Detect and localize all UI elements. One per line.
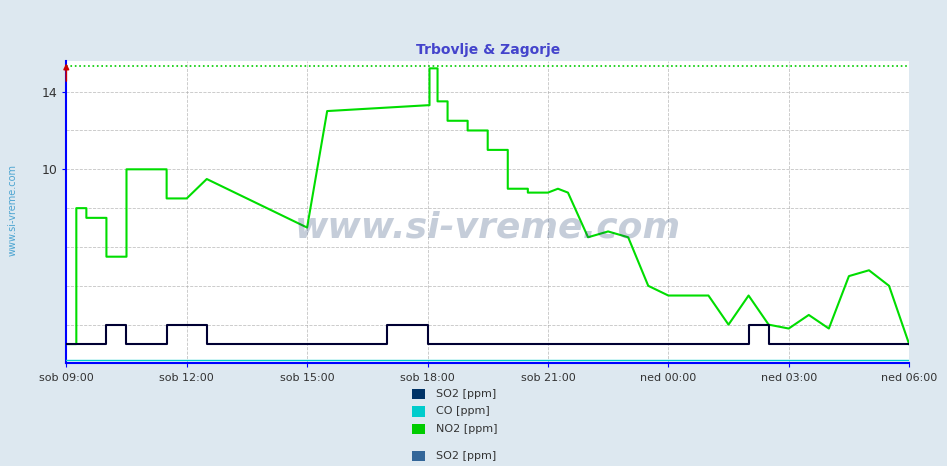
Text: NO2 [ppm]: NO2 [ppm] bbox=[436, 424, 497, 434]
Title: Trbovlje & Zagorje: Trbovlje & Zagorje bbox=[416, 42, 560, 57]
Text: SO2 [ppm]: SO2 [ppm] bbox=[436, 389, 496, 399]
Text: SO2 [ppm]: SO2 [ppm] bbox=[436, 451, 496, 461]
Text: CO [ppm]: CO [ppm] bbox=[436, 406, 490, 417]
Text: www.si-vreme.com: www.si-vreme.com bbox=[8, 164, 18, 256]
Text: www.si-vreme.com: www.si-vreme.com bbox=[295, 210, 681, 244]
